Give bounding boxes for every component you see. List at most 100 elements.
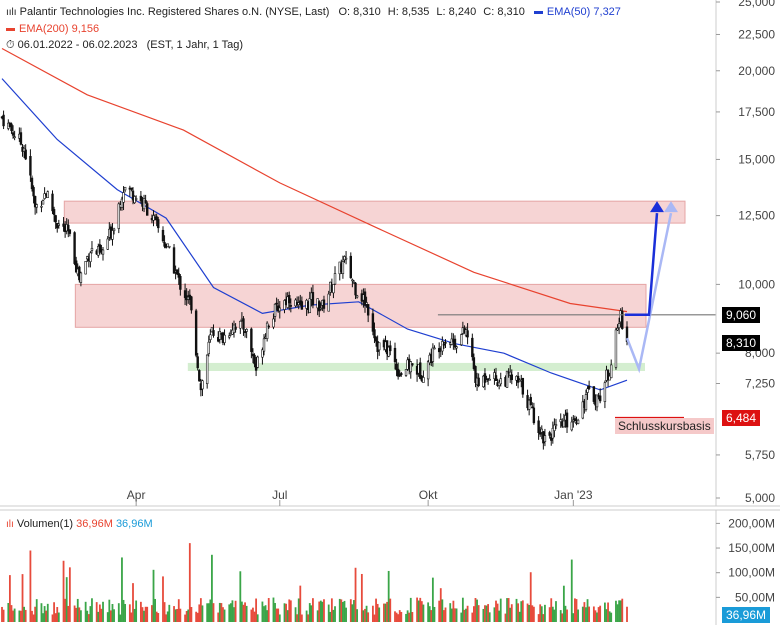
candle-body [308, 298, 311, 314]
price-tag-base: 6,484 [722, 409, 761, 426]
volume-bar [212, 603, 215, 622]
candle-body [333, 273, 337, 285]
ohlc-low-value: 8,240 [448, 6, 477, 18]
volume-bar [97, 611, 100, 622]
candle-body [84, 261, 87, 275]
volume-bar [255, 598, 258, 622]
volume-bar [562, 585, 565, 622]
volume-bar [507, 598, 510, 622]
volume-bar [405, 613, 407, 622]
candles-layer [0, 110, 629, 450]
candle-body [86, 256, 89, 260]
price-tick-label: 17,500 [738, 105, 775, 119]
volume-bar [46, 603, 49, 622]
price-tick-label: 10,000 [738, 277, 775, 291]
price-tick-label: 22,500 [738, 27, 775, 41]
volume-bar [119, 614, 122, 622]
candle-body [559, 419, 562, 423]
volume-bar [165, 614, 168, 622]
volume-bar [312, 598, 314, 622]
arrow-head-dark [650, 201, 664, 213]
candle-body [120, 198, 124, 208]
candle-body [10, 123, 13, 131]
date-range-row: ⏱ 06.01.2022 - 06.02.2023 (EST, 1 Jahr, … [6, 39, 243, 52]
volume-bar [387, 570, 390, 622]
volume-bar [76, 598, 79, 622]
volume-bar [143, 610, 145, 622]
volume-bar [173, 606, 175, 622]
volume-bar [263, 606, 265, 622]
volume-bar [539, 604, 542, 622]
time-tick-label: Apr [127, 488, 146, 502]
volume-bar [198, 604, 201, 622]
volume-bar [29, 550, 32, 622]
ohlc-high-label: H: [387, 6, 399, 18]
volume-bar [188, 543, 191, 622]
ema200-label[interactable]: EMA(200) [19, 23, 69, 35]
volume-bar [275, 608, 278, 622]
volume-bar [155, 611, 158, 622]
ema-layer [1, 47, 628, 391]
volume-bar [223, 609, 226, 622]
candle-body [46, 191, 49, 198]
candle-body [322, 299, 326, 309]
volume-bar [256, 614, 259, 622]
volume-bar [166, 611, 169, 622]
volume-bar [588, 606, 591, 622]
volume-bar [466, 605, 469, 622]
volume-bar [510, 604, 513, 622]
volume-bar [274, 602, 276, 622]
candle-body [13, 136, 16, 139]
volume-bar [207, 603, 210, 622]
volume-bar [349, 599, 352, 622]
candle-body [551, 428, 555, 439]
volume-last-tag: 36,96M [722, 606, 771, 623]
candle-body [532, 407, 536, 424]
candle-body [161, 229, 165, 242]
candle-body [404, 369, 408, 376]
candle-body [548, 432, 551, 436]
candle-body [431, 347, 435, 362]
volume-bar [95, 602, 98, 622]
volume-bar [528, 604, 531, 622]
volume-bar [20, 610, 22, 622]
price-axis: 25,000 22,500 20,000 17,500 15,000 12,500 10,0… [715, 0, 775, 506]
volume-bar [310, 605, 313, 622]
volume-bar [111, 604, 114, 622]
volume-value-blue: 36,96M [115, 518, 153, 530]
candle-body [41, 200, 45, 205]
volume-bar [408, 612, 411, 622]
volume-bar [619, 600, 622, 622]
volume-bar [286, 610, 289, 622]
ema50-line [1, 78, 628, 391]
candle-body [261, 349, 264, 358]
volume-bar [229, 603, 232, 622]
time-axis: Apr Jul Okt Jan '23 [0, 488, 780, 511]
volume-bar [364, 608, 366, 622]
volume-tick-label: 50,00M [735, 590, 775, 604]
candle-body [146, 203, 149, 216]
ohlc-close-value: 8,310 [497, 6, 525, 18]
zone-layer [63, 200, 686, 371]
volume-bar [367, 612, 370, 622]
volume-bar [141, 607, 144, 622]
volume-bar [343, 600, 346, 622]
volume-bar [187, 609, 190, 622]
volume-bar [62, 560, 65, 622]
volume-bar [89, 606, 92, 622]
volume-bar [353, 600, 355, 622]
ema50-label[interactable]: EMA(50) [546, 6, 591, 18]
volume-bar [581, 606, 584, 622]
candle-body [616, 327, 619, 331]
candle-body [617, 323, 621, 329]
volume-label[interactable]: Volumen(1) [16, 518, 74, 530]
candle-body [205, 354, 209, 384]
volume-bar [566, 609, 568, 622]
volume-bar [84, 601, 87, 622]
volume-bar [110, 610, 112, 622]
volume-bar [98, 604, 101, 622]
candle-body [223, 334, 226, 343]
volume-bar [228, 604, 231, 622]
volume-bar [465, 608, 467, 622]
candle-body [411, 363, 414, 366]
